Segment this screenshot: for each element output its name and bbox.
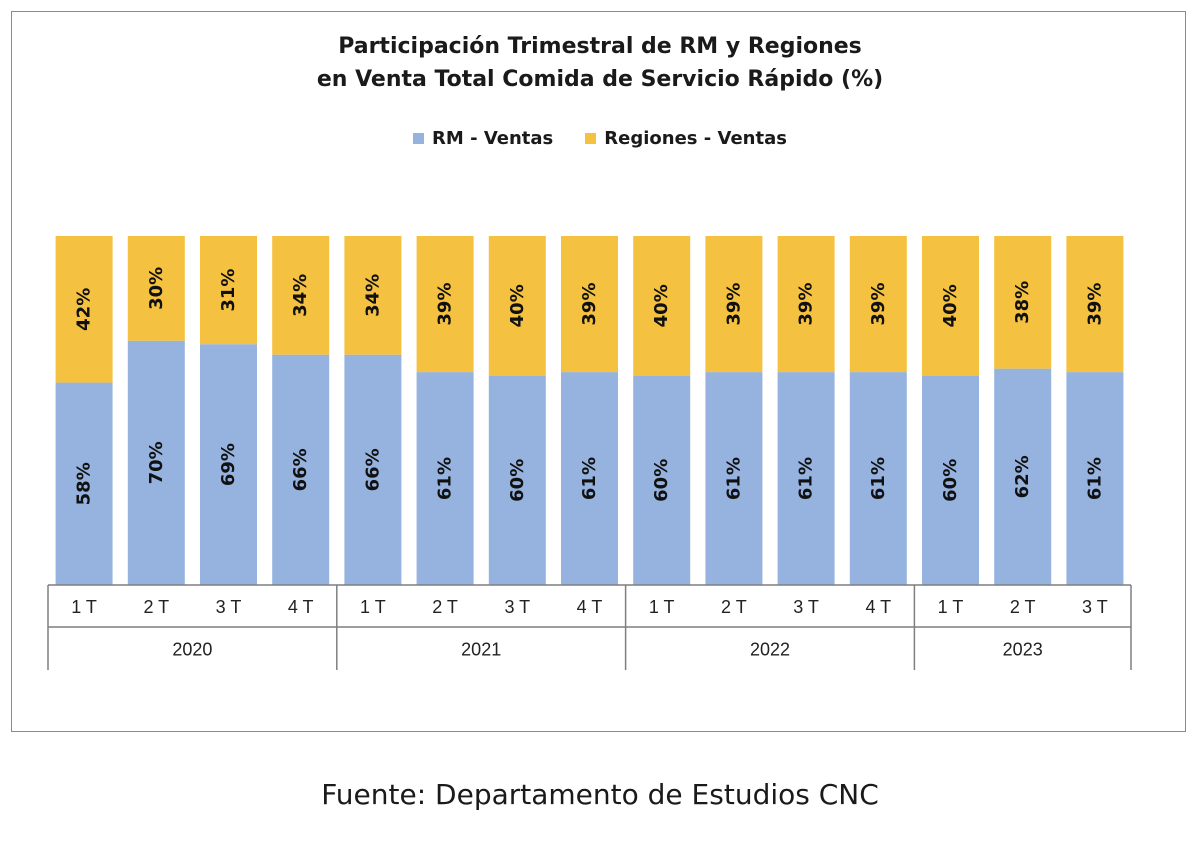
data-label-regiones: 30%: [146, 267, 167, 310]
data-label-rm: 66%: [362, 448, 383, 491]
data-label-regiones: 40%: [651, 284, 672, 327]
year-group-label: 2022: [750, 640, 790, 660]
category-tick-label: 1 T: [649, 597, 675, 617]
year-group-label: 2020: [172, 640, 212, 660]
data-label-regiones: 39%: [796, 283, 817, 326]
data-label-regiones: 34%: [290, 274, 311, 317]
data-label-rm: 66%: [290, 448, 311, 491]
category-tick-label: 2 T: [432, 597, 458, 617]
bar-rm: [849, 372, 907, 585]
data-label-regiones: 39%: [723, 283, 744, 326]
category-tick-label: 4 T: [288, 597, 314, 617]
category-tick-label: 1 T: [360, 597, 386, 617]
bar-regiones: [127, 236, 185, 341]
data-label-regiones: 39%: [435, 283, 456, 326]
category-tick-label: 2 T: [1010, 597, 1036, 617]
data-label-regiones: 39%: [1084, 283, 1105, 326]
bar-rm: [994, 368, 1052, 585]
bar-regiones: [994, 236, 1052, 369]
bar-regiones: [561, 236, 618, 373]
data-label-regiones: 39%: [868, 283, 889, 326]
legend-label-regiones: Regiones - Ventas: [604, 128, 787, 149]
data-label-rm: 61%: [1084, 457, 1105, 500]
chart-title-line-2: en Venta Total Comida de Servicio Rápido…: [316, 67, 884, 92]
data-label-rm: 62%: [1012, 455, 1033, 498]
bar-regiones: [488, 236, 546, 376]
bar-rm: [200, 344, 257, 585]
bar-rm: [55, 382, 113, 585]
data-label-rm: 61%: [868, 457, 889, 500]
data-label-rm: 61%: [796, 457, 817, 500]
category-tick-label: 3 T: [216, 597, 242, 617]
bar-regiones: [200, 236, 257, 345]
category-tick-label: 3 T: [793, 597, 819, 617]
data-label-rm: 60%: [940, 459, 961, 502]
legend-item-regiones: Regiones - Ventas: [585, 128, 787, 149]
category-tick-label: 3 T: [504, 597, 530, 617]
data-label-rm: 60%: [507, 459, 528, 502]
bar-rm: [272, 354, 330, 585]
bar-regiones: [777, 236, 835, 373]
bar-regiones: [55, 236, 113, 383]
legend-label-rm: RM - Ventas: [432, 128, 554, 149]
data-label-regiones: 39%: [579, 283, 600, 326]
data-label-rm: 61%: [723, 457, 744, 500]
category-tick-label: 2 T: [721, 597, 747, 617]
data-label-rm: 60%: [651, 459, 672, 502]
data-label-rm: 70%: [146, 441, 167, 484]
category-tick-label: 4 T: [865, 597, 891, 617]
bar-rm: [633, 375, 691, 585]
legend-item-rm: RM - Ventas: [413, 128, 553, 149]
chart-title-line-1: Participación Trimestral de RM y Regione…: [338, 34, 862, 59]
bar-rm: [922, 375, 979, 585]
category-tick-label: 1 T: [71, 597, 97, 617]
category-tick-label: 1 T: [938, 597, 964, 617]
bar-regiones: [705, 236, 763, 373]
data-label-regiones: 31%: [218, 269, 239, 312]
data-label-rm: 61%: [435, 457, 456, 500]
data-label-rm: 69%: [218, 443, 239, 486]
data-label-regiones: 38%: [1012, 281, 1033, 324]
category-tick-label: 4 T: [577, 597, 603, 617]
data-label-regiones: 42%: [74, 288, 95, 331]
bar-rm: [416, 372, 474, 585]
data-label-regiones: 34%: [362, 274, 383, 317]
data-label-rm: 58%: [74, 462, 95, 505]
bar-rm: [705, 372, 763, 585]
source-note: Fuente: Departamento de Estudios CNC: [321, 778, 879, 811]
bar-regiones: [416, 236, 474, 373]
chart-legend: RM - Ventas Regiones - Ventas: [0, 128, 1200, 149]
year-group-label: 2023: [1003, 640, 1043, 660]
bar-regiones: [849, 236, 907, 373]
data-label-regiones: 40%: [940, 284, 961, 327]
bar-regiones: [344, 236, 402, 355]
year-group-label: 2021: [461, 640, 501, 660]
chart-title: Participación Trimestral de RM y Regione…: [0, 30, 1200, 96]
category-tick-label: 2 T: [143, 597, 169, 617]
bar-rm: [561, 372, 618, 585]
bar-rm: [127, 340, 185, 585]
bar-rm: [1066, 372, 1124, 585]
bar-regiones: [633, 236, 691, 376]
category-tick-label: 3 T: [1082, 597, 1108, 617]
data-label-rm: 61%: [579, 457, 600, 500]
bar-regiones: [1066, 236, 1124, 373]
bar-rm: [777, 372, 835, 585]
bar-regiones: [272, 236, 330, 355]
bar-regiones: [922, 236, 979, 376]
bar-rm: [344, 354, 402, 585]
data-label-regiones: 40%: [507, 284, 528, 327]
legend-swatch-regiones: [585, 133, 597, 144]
legend-swatch-rm: [413, 133, 425, 144]
bar-rm: [488, 375, 546, 585]
